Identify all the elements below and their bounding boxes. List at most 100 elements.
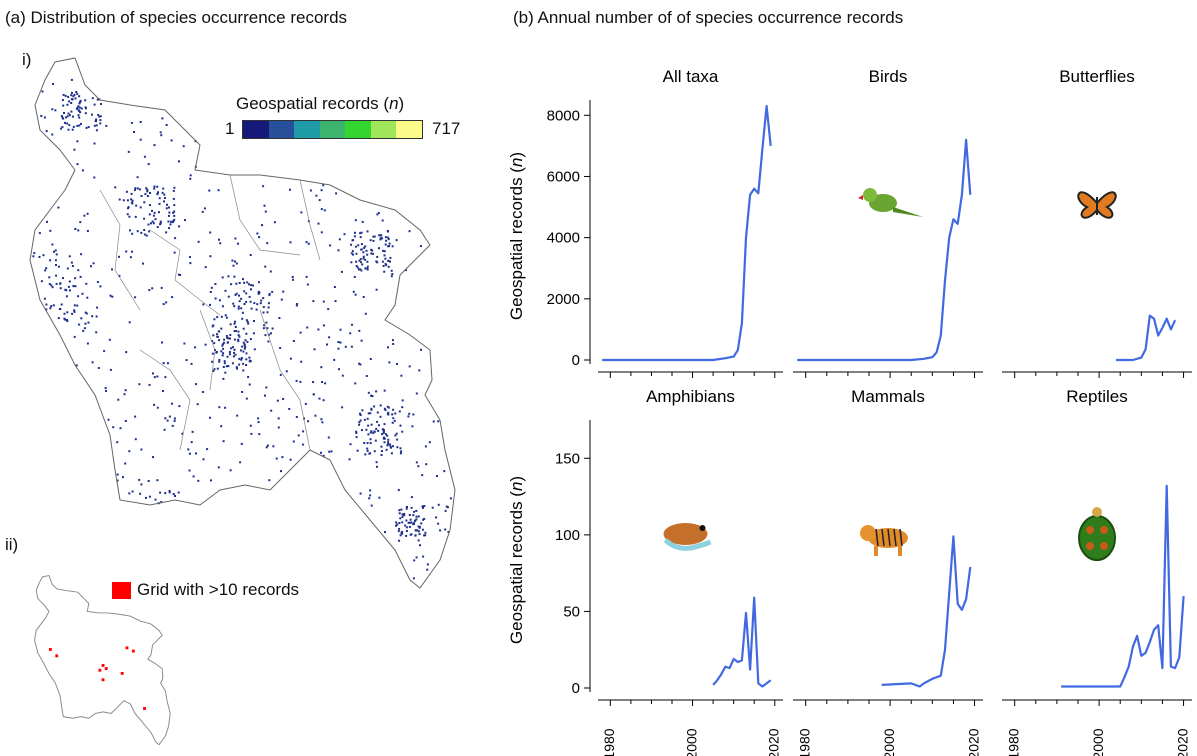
occurrence-dot [93, 142, 96, 145]
occurrence-dot [408, 365, 411, 368]
occurrence-dot [140, 483, 143, 486]
occurrence-dot [195, 452, 197, 455]
occurrence-dot [417, 525, 420, 528]
occurrence-dot [353, 276, 356, 278]
occurrence-dot [213, 318, 216, 321]
occurrence-dot [78, 124, 81, 127]
occurrence-dot [221, 276, 224, 279]
occurrence-dot [247, 322, 250, 325]
occurrence-dot [168, 415, 171, 418]
occurrence-dot [359, 236, 362, 239]
occurrence-dot [159, 222, 162, 225]
occurrence-dot [212, 324, 215, 327]
occurrence-dot [366, 449, 369, 452]
occurrence-dot [320, 451, 322, 454]
occurrence-dot [265, 321, 268, 324]
occurrence-dot [392, 445, 394, 448]
occurrence-dot [78, 106, 81, 109]
occurrence-dot [76, 92, 79, 95]
occurrence-dot [245, 364, 248, 366]
occurrence-dot [295, 379, 298, 382]
occurrence-dot [328, 336, 331, 339]
occurrence-dot [234, 260, 236, 263]
occurrence-dot [188, 452, 191, 455]
occurrence-dot [131, 250, 133, 253]
occurrence-dot [407, 521, 410, 524]
division-borders [99, 174, 321, 451]
occurrence-dot [248, 283, 250, 286]
occurrence-dot [378, 496, 381, 499]
occurrence-dot [405, 519, 408, 522]
occurrence-dot [380, 454, 383, 456]
occurrence-dot [171, 402, 173, 405]
occurrence-dot [123, 393, 126, 396]
occurrence-dot [211, 360, 214, 363]
occurrence-dot [242, 327, 245, 330]
occurrence-dot [390, 446, 392, 449]
occurrence-dot [227, 365, 230, 367]
occurrence-dot [61, 126, 64, 129]
occurrence-dot [408, 412, 411, 415]
occurrence-dot [338, 368, 340, 371]
occurrence-dot [212, 370, 215, 372]
occurrence-dot [245, 319, 248, 322]
occurrence-dot [125, 250, 128, 253]
occurrence-dot [49, 307, 52, 310]
occurrence-dot [174, 237, 177, 240]
occurrence-dot [84, 322, 87, 325]
occurrence-dot [264, 265, 267, 268]
occurrence-dot [387, 443, 389, 446]
grid-cell [101, 663, 105, 667]
occurrence-dot [224, 314, 227, 317]
occurrence-dot [370, 248, 373, 251]
occurrence-dot [280, 470, 282, 473]
occurrence-dot [267, 302, 270, 305]
butterfly-icon [1077, 191, 1117, 219]
occurrence-dot [381, 219, 384, 222]
occurrence-dot [445, 505, 448, 508]
occurrence-dot [173, 186, 176, 189]
occurrence-dot [209, 231, 212, 234]
occurrence-dot [172, 189, 175, 192]
occurrence-dot [192, 475, 195, 478]
occurrence-dot [238, 294, 240, 297]
occurrence-dot [84, 99, 87, 102]
occurrence-dot [412, 514, 415, 517]
occurrence-dot [60, 127, 62, 130]
occurrence-dot [295, 416, 298, 418]
chart-all-taxa: All taxa 0 2000 4000 6000 8000 Geospatial reco… [507, 67, 783, 378]
occurrence-dot [51, 286, 54, 289]
occurrence-dot [273, 221, 276, 224]
occurrence-dot [349, 332, 352, 335]
occurrence-dot [223, 341, 225, 344]
occurrence-dot [378, 424, 380, 427]
occurrence-dot [248, 295, 251, 298]
occurrence-dot [405, 534, 408, 537]
occurrence-dot [280, 298, 283, 301]
occurrence-dot [355, 431, 358, 434]
occurrence-dot [238, 300, 241, 303]
occurrence-dot [361, 263, 364, 266]
occurrence-dot [253, 348, 256, 351]
occurrence-dot [343, 233, 346, 236]
occurrence-dot [321, 381, 323, 383]
occurrence-dot [229, 469, 232, 472]
occurrence-dot [384, 257, 387, 260]
occurrence-dot [86, 230, 89, 232]
occurrence-dot [169, 223, 172, 226]
occurrence-dot [350, 345, 353, 348]
map-i-label: i) [22, 50, 32, 69]
occurrence-dot [418, 525, 421, 528]
occurrence-dot [261, 224, 263, 227]
occurrence-dot [415, 509, 418, 512]
occurrence-dot [368, 452, 371, 455]
occurrence-dot [221, 354, 224, 357]
occurrence-dot [128, 492, 131, 495]
occurrence-dot [43, 297, 46, 300]
occurrence-dot [349, 443, 352, 446]
occurrence-dot [204, 266, 207, 269]
occurrence-dot [51, 108, 54, 111]
occurrence-dot [367, 391, 370, 394]
chart-butterflies: Butterflies [1002, 67, 1192, 378]
occurrence-dot [65, 116, 67, 119]
